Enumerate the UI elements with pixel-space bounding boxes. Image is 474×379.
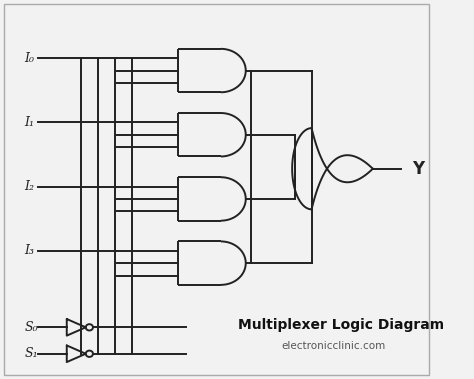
Text: I₂: I₂ (25, 180, 35, 193)
Text: electronicclinic.com: electronicclinic.com (282, 341, 386, 351)
Text: I₃: I₃ (25, 244, 35, 257)
Text: Multiplexer Logic Diagram: Multiplexer Logic Diagram (238, 318, 444, 332)
Text: I₀: I₀ (25, 52, 35, 65)
Text: Y: Y (411, 160, 424, 178)
Text: S₀: S₀ (25, 321, 38, 334)
Text: I₁: I₁ (25, 116, 35, 129)
Text: S₁: S₁ (25, 347, 38, 360)
